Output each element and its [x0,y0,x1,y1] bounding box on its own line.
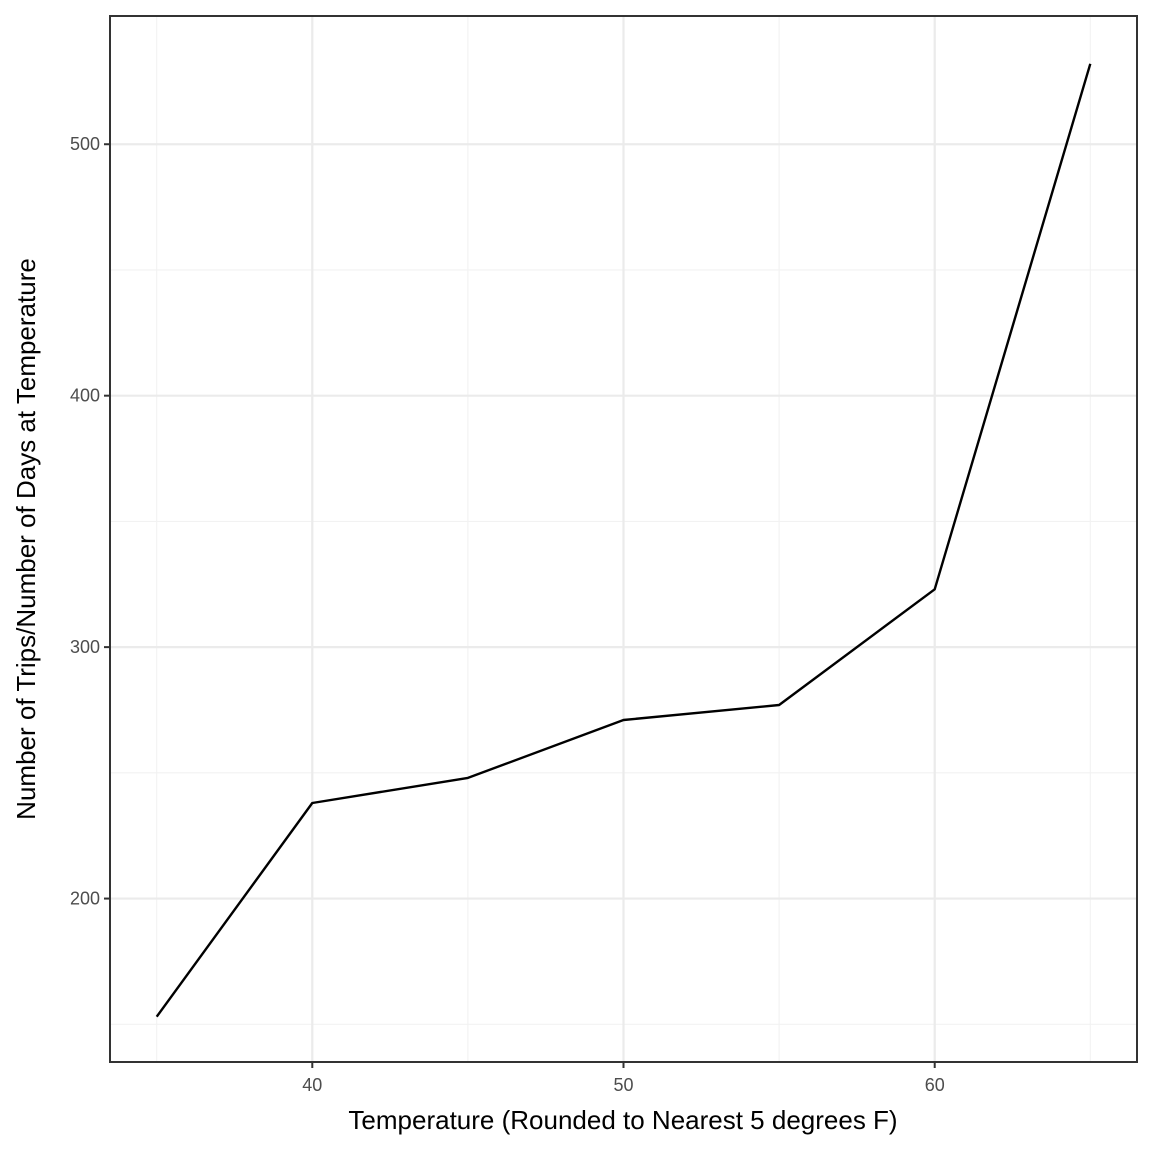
series-layer [155,63,1092,1018]
series-line [155,63,1092,1018]
y-axis: 200 300 400 500 [70,134,110,909]
x-tick-label: 50 [613,1075,633,1095]
x-tick-label: 60 [925,1075,945,1095]
x-axis: 40 50 60 [302,1062,945,1095]
y-axis-title: Number of Trips/Number of Days at Temper… [11,258,41,820]
x-tick-label: 40 [302,1075,322,1095]
y-tick-label: 300 [70,637,100,657]
x-axis-title: Temperature (Rounded to Nearest 5 degree… [348,1105,897,1135]
major-gridlines [110,16,1137,1062]
y-tick-label: 400 [70,386,100,406]
y-tick-label: 500 [70,134,100,154]
y-tick-label: 200 [70,889,100,909]
